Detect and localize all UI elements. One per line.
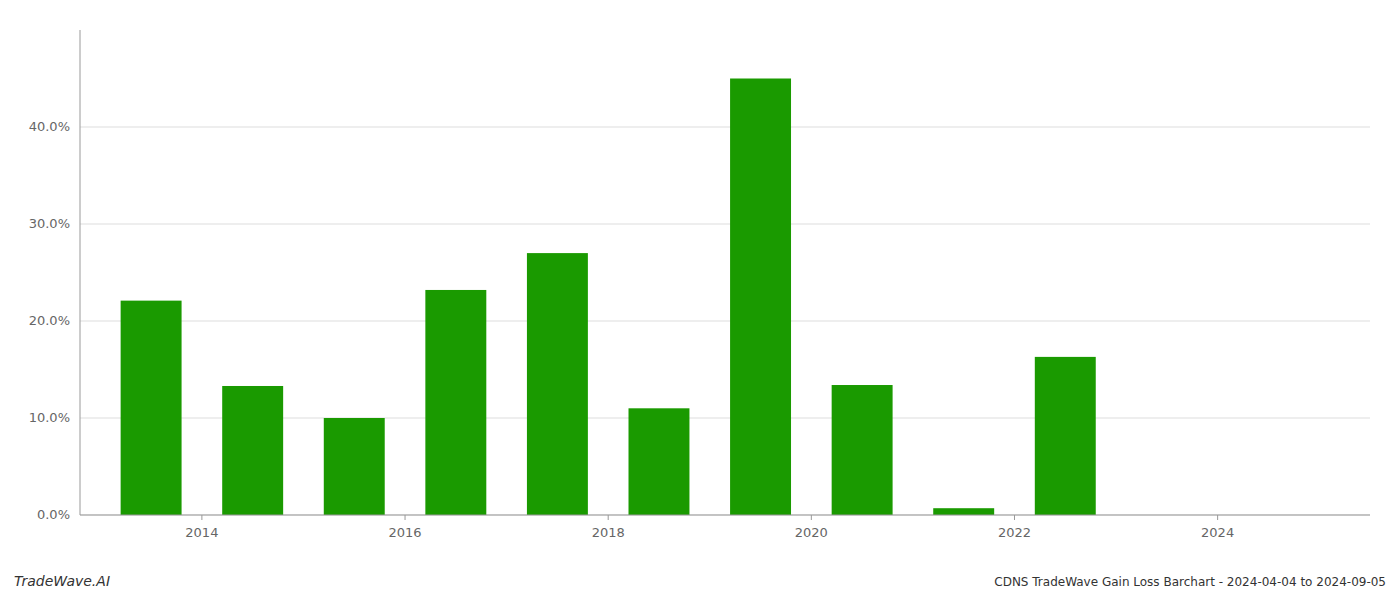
y-axis-line xyxy=(80,30,81,515)
annotation: TradeWave.AI xyxy=(14,573,110,589)
bar xyxy=(121,301,182,515)
grid-line xyxy=(80,224,1370,225)
x-tick-label: 2024 xyxy=(1201,525,1234,540)
bar xyxy=(324,418,385,515)
chart-svg: 0.0% 10.0% 20.0% 30.0% 40.0% 2014 2016 2018 2020… xyxy=(0,0,1400,600)
x-tick xyxy=(405,515,406,520)
x-tick xyxy=(811,515,812,520)
bar xyxy=(425,290,486,515)
y-grid xyxy=(80,127,1370,515)
bar xyxy=(730,79,791,516)
x-tick-label: 2018 xyxy=(592,525,625,540)
bar xyxy=(629,408,690,515)
chart-container: 0.0% 10.0% 20.0% 30.0% 40.0% 2014 2016 2018 2020… xyxy=(0,0,1400,600)
x-tick-label: 2014 xyxy=(185,525,218,540)
x-tick xyxy=(201,515,202,520)
annotation: CDNS TradeWave Gain Loss Barchart - 2024… xyxy=(994,575,1386,589)
grid-line xyxy=(80,515,1370,516)
bar xyxy=(933,508,994,515)
y-tick-label: 40.0% xyxy=(29,119,70,134)
y-tick-label: 10.0% xyxy=(29,410,70,425)
x-tick-labels: 2014 2016 2018 2020 2022 2024 xyxy=(185,515,1234,540)
bar xyxy=(1035,357,1096,515)
y-tick-label: 20.0% xyxy=(29,313,70,328)
x-tick xyxy=(608,515,609,520)
bars xyxy=(121,79,1096,516)
y-tick-labels: 0.0% 10.0% 20.0% 30.0% 40.0% xyxy=(29,119,70,522)
annotations: TradeWave.AI CDNS TradeWave Gain Loss Bar… xyxy=(14,573,1386,589)
grid-line xyxy=(80,321,1370,322)
bar xyxy=(832,385,893,515)
axes xyxy=(80,30,1370,515)
bar xyxy=(222,386,283,515)
x-tick-label: 2020 xyxy=(795,525,828,540)
x-tick-label: 2022 xyxy=(998,525,1031,540)
grid-line xyxy=(80,127,1370,128)
x-tick xyxy=(1217,515,1218,520)
x-tick-label: 2016 xyxy=(388,525,421,540)
x-axis-line xyxy=(80,515,1370,516)
y-tick-label: 30.0% xyxy=(29,216,70,231)
x-tick xyxy=(1014,515,1015,520)
bar xyxy=(527,253,588,515)
y-tick-label: 0.0% xyxy=(37,507,70,522)
